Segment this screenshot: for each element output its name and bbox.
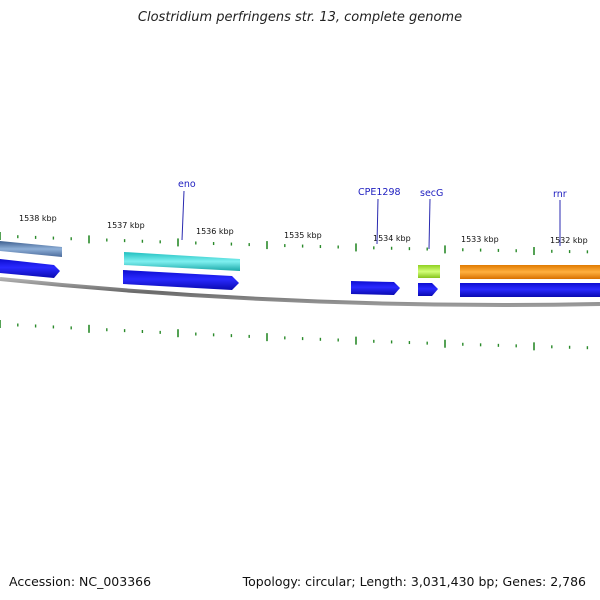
axis-label-1537: 1537 kbp xyxy=(107,221,145,230)
gene-bar-steel[interactable] xyxy=(0,241,62,257)
cds-arrow-left-edge[interactable] xyxy=(0,259,60,278)
axis-label-1532: 1532 kbp xyxy=(550,236,588,245)
gene-bar-eno[interactable] xyxy=(124,252,240,271)
leader-line-secG xyxy=(428,198,431,250)
gene-bar-rnr[interactable] xyxy=(460,265,600,279)
leader-line-eno xyxy=(181,190,185,241)
gene-label-rnr: rnr xyxy=(553,189,567,200)
map-title: Clostridium perfringens str. 13, complet… xyxy=(137,10,463,25)
tick-marks-top xyxy=(0,232,589,256)
gene-labels: eno CPE1298 secG rnr xyxy=(178,179,567,250)
axis-label-1536: 1536 kbp xyxy=(196,227,234,236)
genome-summary-label: Topology: circular; Length: 3,031,430 bp… xyxy=(242,574,586,589)
tick-marks-bottom xyxy=(0,320,589,351)
cds-track xyxy=(0,259,600,297)
accession-label: Accession: NC_003366 xyxy=(9,574,152,589)
leader-line-CPE1298 xyxy=(376,198,379,245)
axis-label-1535: 1535 kbp xyxy=(284,231,322,240)
genome-backbone xyxy=(0,277,600,307)
gene-bar-secG[interactable] xyxy=(418,265,440,278)
gene-label-secG: secG xyxy=(420,188,443,199)
cds-arrow-CPE1298[interactable] xyxy=(351,281,400,295)
axis-label-1538: 1538 kbp xyxy=(19,214,57,223)
axis-label-1534: 1534 kbp xyxy=(373,234,411,243)
axis-labels: 1538 kbp 1537 kbp 1536 kbp 1535 kbp 1534… xyxy=(19,214,588,245)
gene-track xyxy=(0,241,600,279)
cds-arrow-eno[interactable] xyxy=(123,270,239,290)
axis-label-1533: 1533 kbp xyxy=(461,235,499,244)
gene-label-CPE1298: CPE1298 xyxy=(358,187,401,198)
cds-arrow-rnr[interactable] xyxy=(460,283,600,297)
cds-arrow-secG[interactable] xyxy=(418,283,438,296)
gene-label-eno: eno xyxy=(178,179,196,190)
